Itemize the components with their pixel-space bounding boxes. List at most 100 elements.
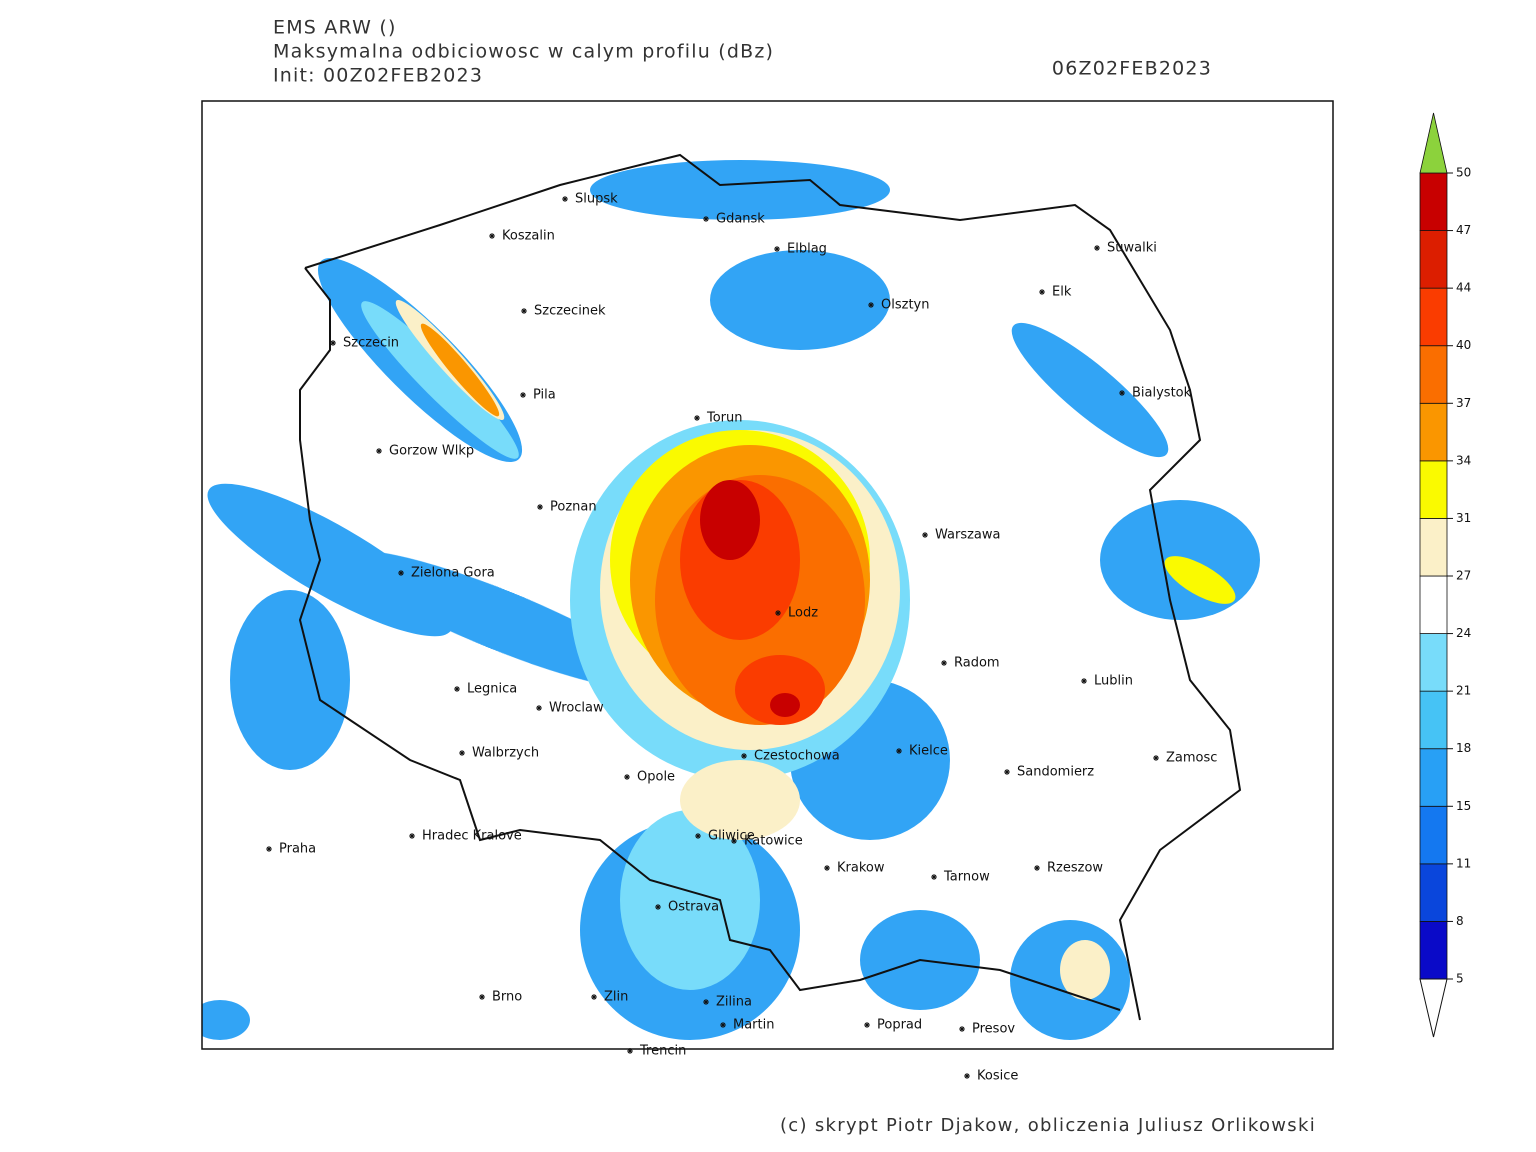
colorbar-label: 50 [1456, 166, 1471, 180]
city-label: Katowice [744, 834, 803, 849]
city-marker [655, 904, 661, 910]
field-title: Maksymalna odbiciowosc w calym profilu (… [273, 41, 774, 63]
city-marker [1034, 865, 1040, 871]
city-label: Elk [1052, 285, 1072, 300]
colorbar-segment [1419, 633, 1448, 692]
city-label: Sandomierz [1017, 765, 1094, 780]
colorbar-segment [1419, 287, 1448, 347]
city-marker [627, 1048, 633, 1054]
colorbar-segment [1419, 402, 1448, 462]
city-marker [330, 340, 336, 346]
city-label: Gdansk [716, 212, 765, 227]
city-marker [922, 532, 928, 538]
city-marker [741, 753, 747, 759]
colorbar-label: 21 [1456, 684, 1471, 698]
city-label: Hradec Kralove [422, 829, 522, 844]
city-label: Koszalin [502, 229, 555, 244]
colorbar-label: 24 [1456, 626, 1471, 640]
city-label: Bialystok [1132, 386, 1192, 401]
colorbar-label: 5 [1456, 972, 1464, 986]
city-marker [1094, 245, 1100, 251]
city-label: Gorzow Wlkp [389, 444, 474, 459]
city-label: Olsztyn [881, 298, 929, 313]
city-marker [537, 504, 543, 510]
city-label: Tarnow [943, 870, 990, 885]
city-marker [562, 196, 568, 202]
city-label: Slupsk [575, 192, 618, 207]
city-marker [941, 660, 947, 666]
city-marker [703, 999, 709, 1005]
colorbar-segment [1419, 230, 1448, 289]
colorbar-segment [1419, 460, 1448, 519]
colorbar-label: 8 [1456, 914, 1464, 928]
city-marker [931, 874, 937, 880]
city-labels: Slupsk Gdansk Koszalin Elblag Szczecinek Olsz… [266, 192, 1217, 1084]
city-label: Presov [972, 1022, 1015, 1037]
city-marker [536, 705, 542, 711]
city-label: Wroclaw [549, 701, 604, 716]
city-marker [1004, 769, 1010, 775]
colorbar-segment [1419, 805, 1448, 865]
colorbar-segment [1419, 172, 1448, 231]
colorbar-label: 15 [1456, 799, 1471, 813]
city-label: Suwalki [1107, 241, 1157, 256]
city-marker [964, 1073, 970, 1079]
city-marker [959, 1026, 965, 1032]
city-marker [703, 216, 709, 222]
colorbar-label: 11 [1456, 856, 1471, 870]
city-marker [896, 748, 902, 754]
city-label: Pila [533, 388, 556, 403]
city-marker [459, 750, 465, 756]
city-label: Brno [492, 990, 522, 1005]
colorbar-label: 18 [1456, 741, 1471, 755]
city-marker [521, 308, 527, 314]
city-label: Poznan [550, 500, 597, 515]
city-label: Szczecin [343, 336, 399, 351]
city-label: Krakow [837, 861, 885, 876]
credit: (c) skrypt Piotr Djakow, obliczenia Juli… [780, 1115, 1316, 1136]
city-marker [489, 233, 495, 239]
city-marker [695, 833, 701, 839]
colorbar-segment [1419, 345, 1448, 404]
colorbar-label: 47 [1456, 223, 1471, 237]
colorbar-label: 37 [1456, 396, 1471, 410]
city-label: Czestochowa [754, 749, 840, 764]
colorbar-label: 27 [1456, 569, 1471, 583]
city-marker [409, 833, 415, 839]
city-marker [774, 246, 780, 252]
city-label: Radom [954, 656, 1000, 671]
city-label: Kosice [977, 1069, 1018, 1084]
city-label: Lublin [1094, 674, 1133, 689]
city-label: Zilina [716, 995, 752, 1010]
colorbar-label: 34 [1456, 453, 1471, 467]
colorbar-segment [1419, 748, 1448, 807]
city-label: Zielona Gora [411, 566, 495, 581]
city-label: Lodz [788, 606, 818, 621]
colorbar: 5 8 11 15 18 21 24 27 31 34 37 40 44 47 50 [1419, 112, 1471, 1038]
city-marker [731, 838, 737, 844]
reflectivity-field [202, 153, 1260, 1040]
colorbar-segment [1419, 575, 1448, 634]
colorbar-segment [1419, 518, 1448, 577]
city-marker [520, 392, 526, 398]
city-marker [1039, 289, 1045, 295]
city-marker [1153, 755, 1159, 761]
valid-time: 06Z02FEB2023 [1052, 58, 1212, 80]
city-label: Szczecinek [534, 304, 606, 319]
city-marker [376, 448, 382, 454]
city-label: Zamosc [1166, 751, 1217, 766]
city-label: Rzeszow [1047, 861, 1103, 876]
colorbar-label: 44 [1456, 281, 1471, 295]
city-label: Elblag [787, 242, 827, 257]
city-label: Zlin [604, 990, 628, 1005]
city-marker [775, 610, 781, 616]
borders [298, 153, 1242, 1021]
colorbar-under [1419, 978, 1448, 1038]
city-marker [694, 415, 700, 421]
city-marker [454, 686, 460, 692]
city-label: Torun [706, 411, 743, 426]
colorbar-over [1419, 112, 1448, 174]
city-marker [591, 994, 597, 1000]
city-marker [868, 302, 874, 308]
colorbar-label: 31 [1456, 511, 1471, 525]
